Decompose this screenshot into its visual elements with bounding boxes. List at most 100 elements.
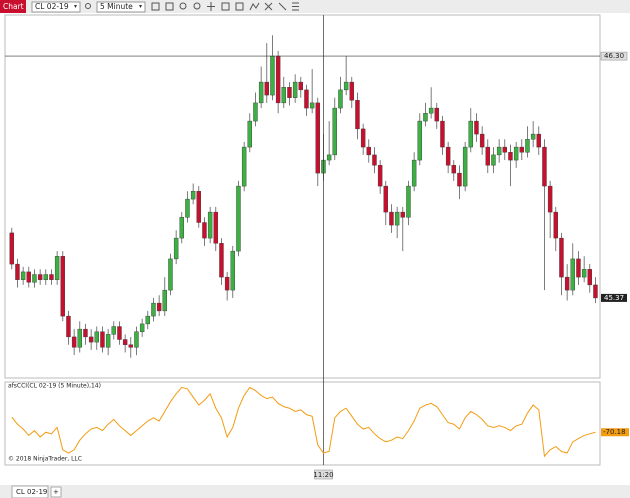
tool-icon[interactable]: [221, 2, 230, 11]
candle-body: [122, 339, 128, 345]
crosshair-x-label: 11:20: [313, 471, 333, 479]
candle-body: [491, 154, 496, 166]
crosshair-x-box: [314, 469, 333, 480]
candle-body: [434, 107, 439, 122]
instrument-select[interactable]: [31, 1, 81, 13]
tool-icons: [151, 2, 299, 11]
candle-body: [360, 128, 366, 148]
add-tab[interactable]: [50, 486, 62, 498]
dropdown-arrow: [74, 5, 77, 8]
zoom-out-icon[interactable]: [193, 2, 201, 10]
candle-body: [196, 191, 202, 223]
candle-body: [570, 258, 575, 291]
candle-body: [287, 87, 292, 98]
dropdown-arrow: [139, 5, 142, 8]
search-icon[interactable]: [85, 3, 91, 9]
candle-body: [542, 146, 547, 187]
candle-body: [202, 222, 207, 239]
candle-body: [111, 326, 117, 335]
tab[interactable]: [11, 485, 49, 498]
candle-body: [275, 55, 281, 104]
candle-body: [134, 331, 139, 348]
instrument-text: CL 02-19: [35, 2, 69, 11]
candle-body: [66, 315, 71, 338]
candle-body: [292, 81, 298, 98]
candle-body: [400, 211, 405, 218]
candle-body: [587, 269, 592, 286]
candle-body: [445, 146, 451, 166]
price-panel: [4, 14, 601, 379]
candle-body: [343, 81, 349, 91]
candle-body: [366, 146, 371, 156]
tab-bar-bg: [0, 485, 630, 498]
tool-icon[interactable]: [235, 2, 244, 11]
candle-body: [213, 211, 219, 244]
zoom-in-icon[interactable]: [179, 2, 187, 10]
candle-body: [349, 81, 354, 101]
candle-body: [26, 271, 31, 283]
tool-icon[interactable]: [249, 2, 260, 11]
candle-body: [553, 211, 558, 239]
candle-body: [281, 87, 286, 104]
candle-body: [536, 133, 541, 148]
candle-body: [593, 284, 598, 299]
candle-body: [270, 55, 275, 96]
last-price-box: [601, 293, 627, 302]
add-tab-label: +: [53, 488, 59, 496]
candle-body: [581, 269, 587, 278]
candle-body: [139, 323, 145, 332]
last-price-label: 45.37: [604, 294, 624, 302]
candle-body: [247, 120, 253, 148]
chart-badge: [0, 0, 26, 13]
crosshair-y-box: [600, 51, 628, 61]
candle-body: [496, 146, 502, 156]
candle-body: [43, 274, 48, 280]
tool-icon[interactable]: [292, 2, 299, 11]
candle-body: [525, 139, 530, 153]
toolbar-bg: [0, 0, 630, 13]
interval-select[interactable]: [96, 1, 146, 13]
candle-body: [128, 344, 134, 348]
indicator-title: afsCCI(CL 02-19 (5 Minute),14): [8, 383, 101, 390]
candle-body: [83, 328, 88, 338]
candle-body: [315, 102, 320, 174]
candle-body: [468, 120, 473, 148]
candle-body: [162, 289, 168, 312]
candle-body: [428, 107, 434, 114]
candle-body: [54, 256, 60, 280]
tool-icon[interactable]: [151, 2, 160, 11]
toolbar: Chart CL 02-19 5 Minute: [0, 0, 630, 13]
tool-icon[interactable]: [165, 2, 174, 11]
candle-body: [105, 334, 111, 348]
candle-body: [145, 315, 151, 325]
candle-body: [440, 120, 445, 148]
tool-icon[interactable]: [278, 2, 287, 11]
candle-body: [207, 211, 213, 239]
interval-text: 5 Minute: [100, 2, 133, 11]
candle-body: [326, 154, 332, 161]
candle-body: [168, 258, 173, 291]
candle-body: [508, 152, 513, 161]
candle-body: [117, 326, 122, 340]
candle-body: [485, 146, 490, 166]
candle-body: [530, 133, 536, 140]
indicator-panel: [4, 381, 601, 466]
candle-body: [236, 185, 241, 252]
tool-icon[interactable]: [264, 2, 273, 11]
candle-body: [338, 89, 343, 109]
chart-label: Chart: [3, 2, 24, 11]
candle-body: [88, 336, 94, 343]
crosshair-y-label: 46.30: [604, 52, 624, 60]
candle-body: [190, 191, 196, 200]
candle-body: [547, 185, 553, 213]
crosshair-icon[interactable]: [207, 2, 215, 11]
cci-last-box: [601, 428, 629, 437]
candle-body: [394, 211, 400, 226]
candle-body: [513, 146, 519, 161]
candle-body: [151, 302, 156, 317]
candle-body: [156, 302, 162, 312]
cci-line: [11, 386, 596, 458]
marks-layer: [5, 15, 629, 480]
candle-body: [462, 146, 468, 187]
